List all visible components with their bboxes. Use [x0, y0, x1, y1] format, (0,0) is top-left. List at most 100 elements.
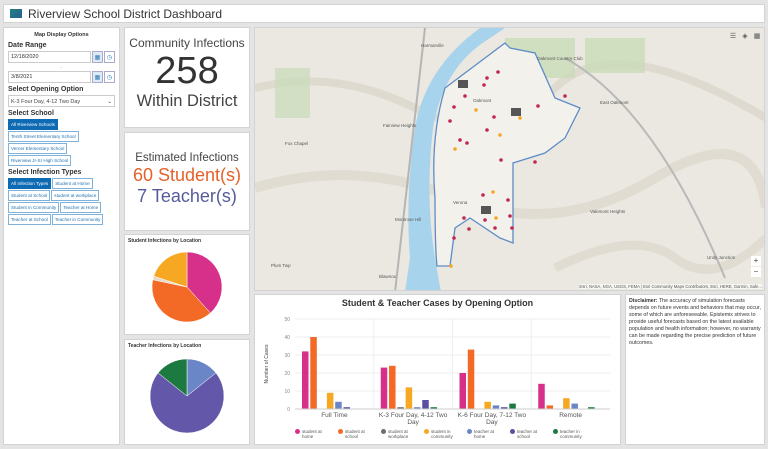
pie-slice-teacher-at-school[interactable]	[149, 372, 225, 434]
bar-teacher-at-school[interactable]	[501, 407, 508, 409]
infection-marker[interactable]	[449, 264, 453, 268]
bar-student-at-school[interactable]	[546, 405, 554, 409]
layers-icon[interactable]: ◈	[742, 33, 748, 40]
infection-marker[interactable]	[481, 193, 485, 197]
infection-marker[interactable]	[496, 70, 500, 74]
infection-marker[interactable]	[482, 83, 486, 87]
infection-marker[interactable]	[467, 227, 471, 231]
bar-student-at-school[interactable]	[389, 365, 396, 409]
infection-marker[interactable]	[563, 94, 567, 98]
infection-marker[interactable]	[518, 116, 522, 120]
infection-marker[interactable]	[453, 147, 457, 151]
legend-item[interactable]: student at school	[338, 429, 371, 439]
legend-item[interactable]: student at workplace	[381, 429, 414, 439]
bar-student-in-community[interactable]	[405, 387, 413, 409]
school-icon[interactable]	[511, 108, 521, 116]
infection-marker[interactable]	[462, 216, 466, 220]
infection-marker[interactable]	[508, 214, 512, 218]
infection-type-button[interactable]: Teacher in Community	[51, 214, 104, 225]
clock-icon[interactable]: ◷	[104, 71, 115, 83]
infection-marker[interactable]	[510, 226, 514, 230]
x-category-label: Full Time	[321, 412, 348, 419]
bar-student-at-school[interactable]	[310, 337, 317, 409]
infection-marker[interactable]	[448, 119, 452, 123]
bar-student-at-school[interactable]	[467, 349, 475, 409]
calendar-icon[interactable]: ▦	[92, 51, 103, 63]
school-icon[interactable]	[458, 80, 468, 88]
basemap-gallery-icon[interactable]: ▦	[753, 33, 761, 40]
pie-slice-student-in-community[interactable]	[153, 251, 188, 288]
zoom-in-button[interactable]: +	[751, 256, 761, 266]
legend-item[interactable]: student in community	[424, 429, 457, 439]
school-option-button[interactable]: All Riverview Schools	[8, 119, 58, 130]
infection-marker[interactable]	[491, 190, 495, 194]
bar-student-in-community[interactable]	[563, 398, 570, 409]
infection-marker[interactable]	[458, 138, 462, 142]
infection-marker[interactable]	[483, 218, 487, 222]
bar-student-at-home[interactable]	[538, 383, 545, 409]
infection-marker[interactable]	[463, 94, 467, 98]
pie-slice-teacher-in-community[interactable]	[157, 358, 188, 397]
bar-student-in-community[interactable]	[326, 392, 334, 409]
zoom-out-button[interactable]: −	[751, 267, 761, 277]
infection-type-button[interactable]: Student in Community	[8, 202, 60, 213]
infection-marker[interactable]	[465, 141, 469, 145]
infection-marker[interactable]	[492, 115, 496, 119]
infection-marker[interactable]	[485, 128, 489, 132]
legend-item[interactable]: student at home	[295, 429, 328, 439]
infection-marker[interactable]	[506, 198, 510, 202]
legend-item[interactable]: teacher at home	[467, 429, 500, 439]
end-date-input[interactable]: 3/8/2021	[8, 71, 91, 83]
map-view[interactable]: Oakmont East Oakmont Fairview Heights Fox C…	[254, 27, 765, 291]
infection-marker[interactable]	[498, 133, 502, 137]
bar-student-at-workplace[interactable]	[397, 407, 404, 409]
infection-marker[interactable]	[493, 226, 497, 230]
bar-teacher-at-home[interactable]	[571, 403, 578, 409]
legend-label: student at home	[302, 429, 322, 439]
y-tick-label: 40	[284, 335, 290, 341]
map-place-label: Fairview Heights	[383, 123, 417, 128]
bar-teacher-in-community[interactable]	[430, 407, 438, 409]
infection-type-button[interactable]: Student at School	[8, 190, 51, 201]
y-tick-label: 0	[287, 407, 290, 413]
bar-teacher-in-community[interactable]	[588, 407, 595, 409]
legend-swatch-icon	[510, 429, 515, 434]
infection-marker[interactable]	[452, 105, 456, 109]
opening-option-select[interactable]: K-3 Four Day, 4-12 Two Day ⌄	[8, 95, 115, 107]
bar-student-at-home[interactable]	[459, 373, 467, 409]
infection-marker[interactable]	[499, 158, 503, 162]
bar-teacher-at-school[interactable]	[422, 400, 429, 409]
infection-type-button[interactable]: student at workplace	[51, 190, 100, 201]
clock-icon[interactable]: ◷	[104, 51, 115, 63]
chart-legend: student at home student at school student …	[295, 429, 586, 439]
bar-teacher-at-school[interactable]	[343, 407, 351, 409]
school-option-button[interactable]: Tenth Street Elementary School	[8, 131, 79, 142]
legend-item[interactable]: teacher at school	[510, 429, 543, 439]
bar-teacher-in-community[interactable]	[509, 403, 516, 409]
infection-marker[interactable]	[533, 160, 537, 164]
bar-teacher-at-home[interactable]	[413, 407, 421, 409]
legend-icon[interactable]: ☰	[729, 33, 737, 40]
bar-student-at-home[interactable]	[380, 367, 388, 409]
infection-marker[interactable]	[494, 216, 498, 220]
start-date-input[interactable]: 12/18/2020	[8, 51, 91, 63]
infection-marker[interactable]	[485, 76, 489, 80]
school-option-button[interactable]: Verner Elementary School	[8, 143, 68, 154]
bar-student-in-community[interactable]	[484, 401, 491, 409]
pie-slice-student-at-school[interactable]	[151, 279, 211, 323]
calendar-icon[interactable]: ▦	[92, 71, 103, 83]
infection-type-button[interactable]: All Infection Types	[8, 178, 52, 189]
infection-type-button[interactable]: Student at Home	[52, 178, 93, 189]
infection-marker[interactable]	[474, 108, 478, 112]
bar-teacher-at-home[interactable]	[492, 405, 500, 409]
infection-type-button[interactable]: Teacher at School	[8, 214, 51, 225]
infection-marker[interactable]	[452, 236, 456, 240]
pie-slice-student-at-home[interactable]	[186, 251, 223, 314]
bar-teacher-at-home[interactable]	[335, 401, 342, 409]
infection-marker[interactable]	[536, 104, 540, 108]
school-icon[interactable]	[481, 206, 491, 214]
infection-type-button[interactable]: Teacher at Home	[60, 202, 102, 213]
bar-student-at-home[interactable]	[302, 351, 309, 409]
school-option-button[interactable]: Riverview Jr-Sr High School	[8, 155, 72, 166]
legend-item[interactable]: teacher in community	[553, 429, 586, 439]
